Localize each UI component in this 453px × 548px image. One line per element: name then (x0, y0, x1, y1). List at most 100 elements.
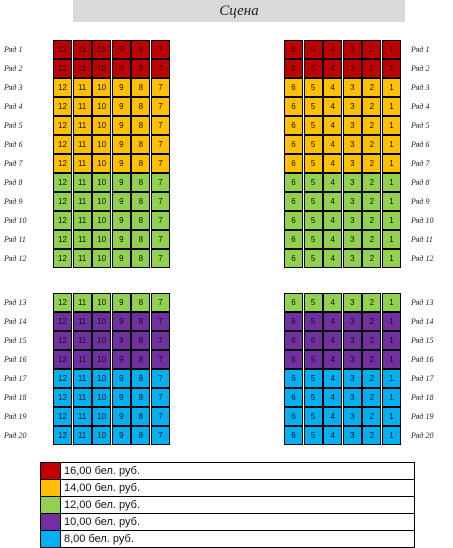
seat-row2-seat7[interactable]: 7 (151, 59, 170, 78)
seat-row3-seat9[interactable]: 9 (111, 78, 131, 97)
seat-row15-seat12[interactable]: 12 (53, 331, 72, 350)
seat-row6-seat3[interactable]: 3 (342, 135, 362, 154)
seat-row16-seat5[interactable]: 5 (303, 350, 323, 369)
seat-row18-seat9[interactable]: 9 (111, 388, 131, 407)
seat-row3-seat4[interactable]: 4 (323, 78, 343, 97)
seat-row18-seat7[interactable]: 7 (151, 388, 170, 407)
seat-row17-seat4[interactable]: 4 (323, 369, 343, 388)
seat-row18-seat4[interactable]: 4 (323, 388, 343, 407)
seat-row12-seat6[interactable]: 6 (284, 249, 303, 268)
seat-row4-seat4[interactable]: 4 (323, 97, 343, 116)
seat-row8-seat1[interactable]: 1 (382, 173, 401, 192)
seat-row7-seat2[interactable]: 2 (362, 154, 382, 173)
seat-row16-seat3[interactable]: 3 (342, 350, 362, 369)
seat-row14-seat5[interactable]: 5 (303, 312, 323, 331)
seat-row7-seat10[interactable]: 10 (92, 154, 112, 173)
seat-row16-seat4[interactable]: 4 (323, 350, 343, 369)
seat-row20-seat6[interactable]: 6 (284, 426, 303, 445)
seat-row12-seat10[interactable]: 10 (92, 249, 112, 268)
seat-row15-seat8[interactable]: 8 (131, 331, 151, 350)
seat-row10-seat2[interactable]: 2 (362, 211, 382, 230)
seat-row9-seat8[interactable]: 8 (131, 192, 151, 211)
seat-row8-seat5[interactable]: 5 (303, 173, 323, 192)
seat-row5-seat2[interactable]: 2 (362, 116, 382, 135)
seat-row1-seat12[interactable]: 12 (53, 40, 72, 59)
seat-row7-seat3[interactable]: 3 (342, 154, 362, 173)
seat-row13-seat4[interactable]: 4 (323, 293, 343, 312)
seat-row1-seat7[interactable]: 7 (151, 40, 170, 59)
seat-row19-seat8[interactable]: 8 (131, 407, 151, 426)
seat-row19-seat10[interactable]: 10 (92, 407, 112, 426)
seat-row5-seat12[interactable]: 12 (53, 116, 72, 135)
seat-row14-seat8[interactable]: 8 (131, 312, 151, 331)
seat-row3-seat5[interactable]: 5 (303, 78, 323, 97)
seat-row10-seat9[interactable]: 9 (111, 211, 131, 230)
seat-row3-seat11[interactable]: 11 (72, 78, 92, 97)
seat-row13-seat9[interactable]: 9 (111, 293, 131, 312)
seat-row4-seat8[interactable]: 8 (131, 97, 151, 116)
seat-row17-seat8[interactable]: 8 (131, 369, 151, 388)
seat-row16-seat12[interactable]: 12 (53, 350, 72, 369)
seat-row17-seat10[interactable]: 10 (92, 369, 112, 388)
seat-row9-seat9[interactable]: 9 (111, 192, 131, 211)
seat-row16-seat6[interactable]: 6 (284, 350, 303, 369)
seat-row11-seat12[interactable]: 12 (53, 230, 72, 249)
seat-row3-seat7[interactable]: 7 (151, 78, 170, 97)
seat-row14-seat11[interactable]: 11 (72, 312, 92, 331)
seat-row7-seat1[interactable]: 1 (382, 154, 401, 173)
seat-row17-seat3[interactable]: 3 (342, 369, 362, 388)
seat-row9-seat12[interactable]: 12 (53, 192, 72, 211)
seat-row5-seat10[interactable]: 10 (92, 116, 112, 135)
seat-row20-seat3[interactable]: 3 (342, 426, 362, 445)
seat-row15-seat5[interactable]: 5 (303, 331, 323, 350)
seat-row9-seat4[interactable]: 4 (323, 192, 343, 211)
seat-row13-seat8[interactable]: 8 (131, 293, 151, 312)
seat-row6-seat7[interactable]: 7 (151, 135, 170, 154)
seat-row2-seat3[interactable]: 3 (342, 59, 362, 78)
seat-row8-seat7[interactable]: 7 (151, 173, 170, 192)
seat-row20-seat12[interactable]: 12 (53, 426, 72, 445)
seat-row7-seat6[interactable]: 6 (284, 154, 303, 173)
seat-row5-seat9[interactable]: 9 (111, 116, 131, 135)
seat-row2-seat8[interactable]: 8 (131, 59, 151, 78)
seat-row10-seat11[interactable]: 11 (72, 211, 92, 230)
seat-row12-seat11[interactable]: 11 (72, 249, 92, 268)
seat-row12-seat4[interactable]: 4 (323, 249, 343, 268)
seat-row16-seat2[interactable]: 2 (362, 350, 382, 369)
seat-row2-seat6[interactable]: 6 (284, 59, 303, 78)
seat-row19-seat3[interactable]: 3 (342, 407, 362, 426)
seat-row5-seat3[interactable]: 3 (342, 116, 362, 135)
seat-row13-seat5[interactable]: 5 (303, 293, 323, 312)
seat-row18-seat1[interactable]: 1 (382, 388, 401, 407)
seat-row3-seat12[interactable]: 12 (53, 78, 72, 97)
seat-row13-seat10[interactable]: 10 (92, 293, 112, 312)
seat-row10-seat4[interactable]: 4 (323, 211, 343, 230)
seat-row20-seat9[interactable]: 9 (111, 426, 131, 445)
seat-row15-seat11[interactable]: 11 (72, 331, 92, 350)
seat-row8-seat2[interactable]: 2 (362, 173, 382, 192)
seat-row7-seat8[interactable]: 8 (131, 154, 151, 173)
seat-row5-seat1[interactable]: 1 (382, 116, 401, 135)
seat-row14-seat3[interactable]: 3 (342, 312, 362, 331)
seat-row20-seat5[interactable]: 5 (303, 426, 323, 445)
seat-row4-seat9[interactable]: 9 (111, 97, 131, 116)
seat-row12-seat9[interactable]: 9 (111, 249, 131, 268)
seat-row6-seat12[interactable]: 12 (53, 135, 72, 154)
seat-row17-seat11[interactable]: 11 (72, 369, 92, 388)
seat-row11-seat7[interactable]: 7 (151, 230, 170, 249)
seat-row19-seat2[interactable]: 2 (362, 407, 382, 426)
seat-row4-seat10[interactable]: 10 (92, 97, 112, 116)
seat-row7-seat11[interactable]: 11 (72, 154, 92, 173)
seat-row8-seat12[interactable]: 12 (53, 173, 72, 192)
seat-row13-seat3[interactable]: 3 (342, 293, 362, 312)
seat-row5-seat4[interactable]: 4 (323, 116, 343, 135)
seat-row7-seat5[interactable]: 5 (303, 154, 323, 173)
seat-row14-seat9[interactable]: 9 (111, 312, 131, 331)
seat-row9-seat5[interactable]: 5 (303, 192, 323, 211)
seat-row8-seat10[interactable]: 10 (92, 173, 112, 192)
seat-row3-seat3[interactable]: 3 (342, 78, 362, 97)
seat-row2-seat9[interactable]: 9 (111, 59, 131, 78)
seat-row19-seat7[interactable]: 7 (151, 407, 170, 426)
seat-row6-seat4[interactable]: 4 (323, 135, 343, 154)
seat-row9-seat10[interactable]: 10 (92, 192, 112, 211)
